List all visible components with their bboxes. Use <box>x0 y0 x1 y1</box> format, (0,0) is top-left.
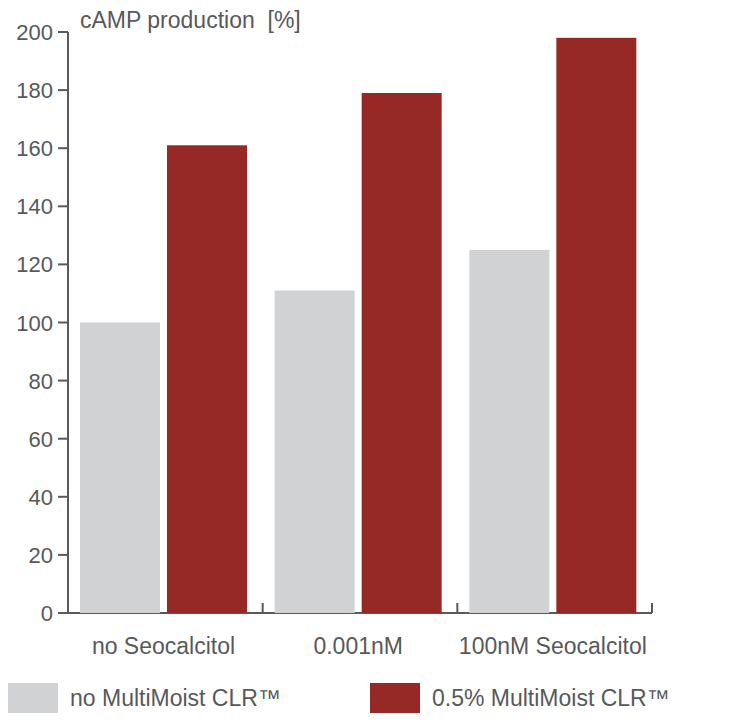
bar <box>362 93 442 613</box>
chart: 0 20 40 60 80 100 120 140 160 180 200 cAMP producti… <box>0 0 734 722</box>
x-group-divider <box>262 603 264 613</box>
y-axis-label: cAMP production [%] <box>80 7 301 33</box>
x-tick-label: no Seocalcitol <box>92 633 235 659</box>
y-tick <box>58 31 68 33</box>
legend-label: no MultiMoist CLR™ <box>70 685 281 711</box>
y-tick-label: 200 <box>16 20 53 45</box>
y-tick-label: 160 <box>16 136 53 161</box>
y-tick <box>58 263 68 265</box>
bar <box>469 250 549 613</box>
legend-label: 0.5% MultiMoist CLR™ <box>432 685 670 711</box>
y-tick <box>58 612 68 614</box>
y-tick <box>58 554 68 556</box>
x-group-divider <box>456 603 458 613</box>
y-tick-label: 180 <box>16 78 53 103</box>
y-tick <box>58 147 68 149</box>
y-tick-label: 100 <box>16 311 53 336</box>
y-tick-label: 140 <box>16 194 53 219</box>
chart-svg: 0 20 40 60 80 100 120 140 160 180 200 cAMP producti… <box>0 0 734 722</box>
y-tick-label: 60 <box>29 427 53 452</box>
bars <box>80 38 636 613</box>
y-tick <box>58 89 68 91</box>
bar <box>556 38 636 613</box>
y-tick-label: 40 <box>29 485 53 510</box>
bar <box>80 323 160 614</box>
y-tick <box>58 438 68 440</box>
y-tick <box>58 322 68 324</box>
y-tick-label: 80 <box>29 369 53 394</box>
bar <box>167 145 247 613</box>
y-tick-label: 120 <box>16 252 53 277</box>
y-tick <box>58 496 68 498</box>
y-tick <box>58 205 68 207</box>
x-tick-label: 0.001nM <box>313 633 403 659</box>
x-tick-label: 100nM Seocalcitol <box>459 633 647 659</box>
y-tick <box>58 380 68 382</box>
y-tick-label: 20 <box>29 543 53 568</box>
bar <box>275 291 355 613</box>
x-group-divider <box>651 603 653 613</box>
legend-swatch <box>8 683 58 713</box>
y-tick-label: 0 <box>41 601 53 626</box>
legend-swatch <box>370 683 420 713</box>
